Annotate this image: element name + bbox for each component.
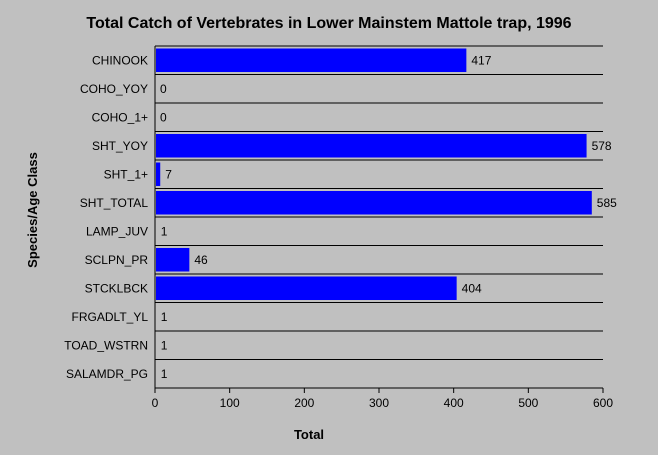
- data-label: 46: [194, 253, 208, 267]
- x-tick-label: 0: [152, 396, 159, 410]
- data-label: 404: [462, 281, 482, 295]
- data-label: 585: [597, 196, 617, 210]
- category-label: SHT_TOTAL: [80, 196, 149, 210]
- category-label: FRGADLT_YL: [72, 310, 149, 324]
- x-tick-label: 400: [444, 396, 464, 410]
- category-label: CHINOOK: [92, 53, 148, 67]
- category-label: COHO_1+: [92, 110, 148, 124]
- bar: [156, 276, 457, 300]
- bar: [156, 134, 587, 158]
- category-label: SCLPN_PR: [85, 253, 149, 267]
- x-tick-label: 200: [294, 396, 314, 410]
- category-label: TOAD_WSTRN: [64, 338, 148, 352]
- bar: [156, 248, 190, 272]
- category-label: SALAMDR_PG: [66, 367, 148, 381]
- y-axis-label: Species/Age Class: [25, 152, 40, 268]
- x-axis-label: Total: [294, 427, 324, 442]
- x-tick-label: 300: [369, 396, 389, 410]
- x-tick-label: 500: [518, 396, 538, 410]
- category-label: STCKLBCK: [85, 281, 148, 295]
- category-label: COHO_YOY: [80, 82, 148, 96]
- data-label: 0: [160, 82, 167, 96]
- bar: [156, 191, 592, 215]
- bar: [156, 162, 161, 186]
- bar: [156, 48, 467, 72]
- data-label: 1: [161, 367, 168, 381]
- x-tick-label: 600: [593, 396, 613, 410]
- data-label: 1: [161, 224, 168, 238]
- category-label: LAMP_JUV: [86, 224, 148, 238]
- chart-title: Total Catch of Vertebrates in Lower Main…: [86, 15, 571, 32]
- data-label: 578: [592, 139, 612, 153]
- data-label: 0: [160, 110, 167, 124]
- category-label: SHT_YOY: [92, 139, 148, 153]
- data-label: 1: [161, 338, 168, 352]
- data-label: 7: [165, 167, 172, 181]
- data-label: 417: [471, 53, 491, 67]
- plot-area: CHINOOK 417 COHO_YOY 0 COHO_1+ 0 SHT_YOY 578 SHT…: [64, 45, 617, 410]
- data-label: 1: [161, 310, 168, 324]
- x-tick-label: 100: [220, 396, 240, 410]
- category-label: SHT_1+: [104, 167, 148, 181]
